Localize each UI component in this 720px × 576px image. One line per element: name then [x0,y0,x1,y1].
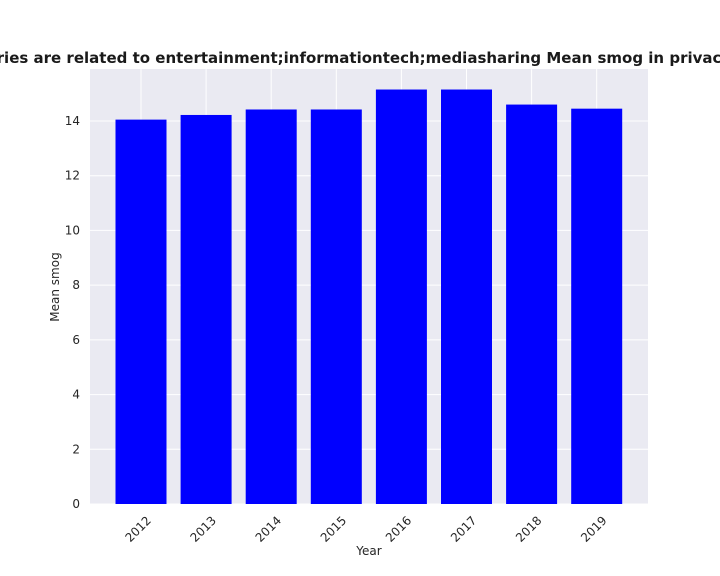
x-tick-label: 2019 [578,513,609,544]
y-tick-label: 14 [65,114,80,128]
bar-2018 [506,104,558,504]
bars [115,89,623,505]
bar-2019 [571,108,623,505]
bar-2014 [245,109,297,504]
bar-2012 [115,119,167,504]
y-axis-ticks: 0 2 4 6 8 10 12 14 [65,114,80,511]
bar-2015 [310,109,362,504]
y-tick-label: 6 [72,333,80,347]
plot-area [90,69,648,504]
y-tick-label: 2 [72,442,80,456]
y-tick-label: 12 [65,169,80,183]
chart-title: Categories are related to entertainment;… [0,49,720,67]
bar-2017 [441,89,492,505]
x-tick-label: 2015 [318,513,349,544]
x-tick-label: 2014 [253,513,284,544]
x-axis-label: Year [355,544,381,558]
x-tick-label: 2018 [513,513,544,544]
y-tick-label: 4 [72,388,80,402]
y-axis-label: Mean smog [48,252,62,321]
y-tick-label: 8 [72,278,80,292]
bar-2013 [180,114,232,504]
bar-2016 [375,89,427,505]
x-tick-label: 2017 [448,513,479,544]
x-tick-label: 2013 [188,513,219,544]
x-tick-label: 2012 [122,513,153,544]
x-tick-label: 2016 [383,513,414,544]
x-axis-ticks: 2012 2013 2014 2015 2016 2017 2018 2019 [122,513,609,544]
y-tick-label: 10 [65,223,80,237]
y-tick-label: 0 [72,497,80,511]
